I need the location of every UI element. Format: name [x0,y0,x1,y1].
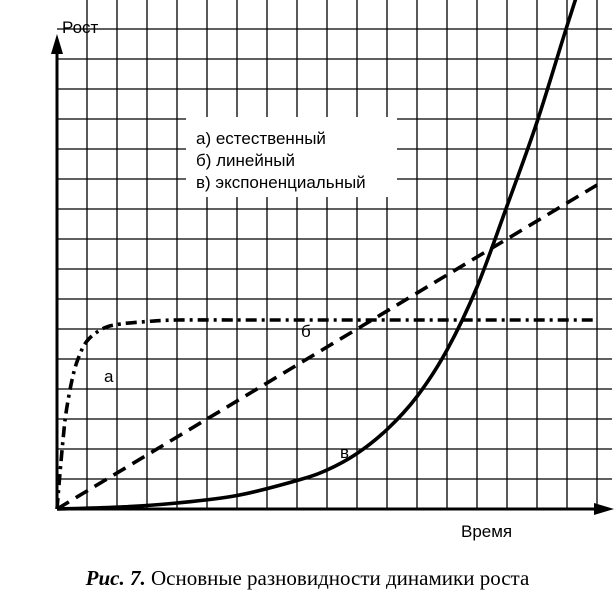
grid [57,0,612,509]
y-axis-label: Рост [62,18,99,37]
x-axis-arrow [594,503,614,515]
legend-item-c: в) экспоненциальный [196,173,366,192]
series-label-a: а [104,367,114,386]
series-c-line [56,0,578,511]
axes [51,34,614,515]
series-label-b: б [301,322,311,341]
legend-item-a: а) естественный [196,129,326,148]
series-a-line [55,318,597,510]
caption-text: Основные разновидности динамики роста [145,566,530,590]
legend-item-b: б) линейный [196,151,295,170]
y-axis-arrow [51,34,63,54]
legend-box [186,117,397,197]
caption-label: Рис. 7. [85,566,146,590]
series-b-line [56,183,598,511]
figure-caption: Рис. 7. Основные разновидности динамики … [0,566,615,591]
x-axis-label: Время [461,522,512,541]
series-label-c: в [340,443,349,462]
series-layer [55,0,598,511]
